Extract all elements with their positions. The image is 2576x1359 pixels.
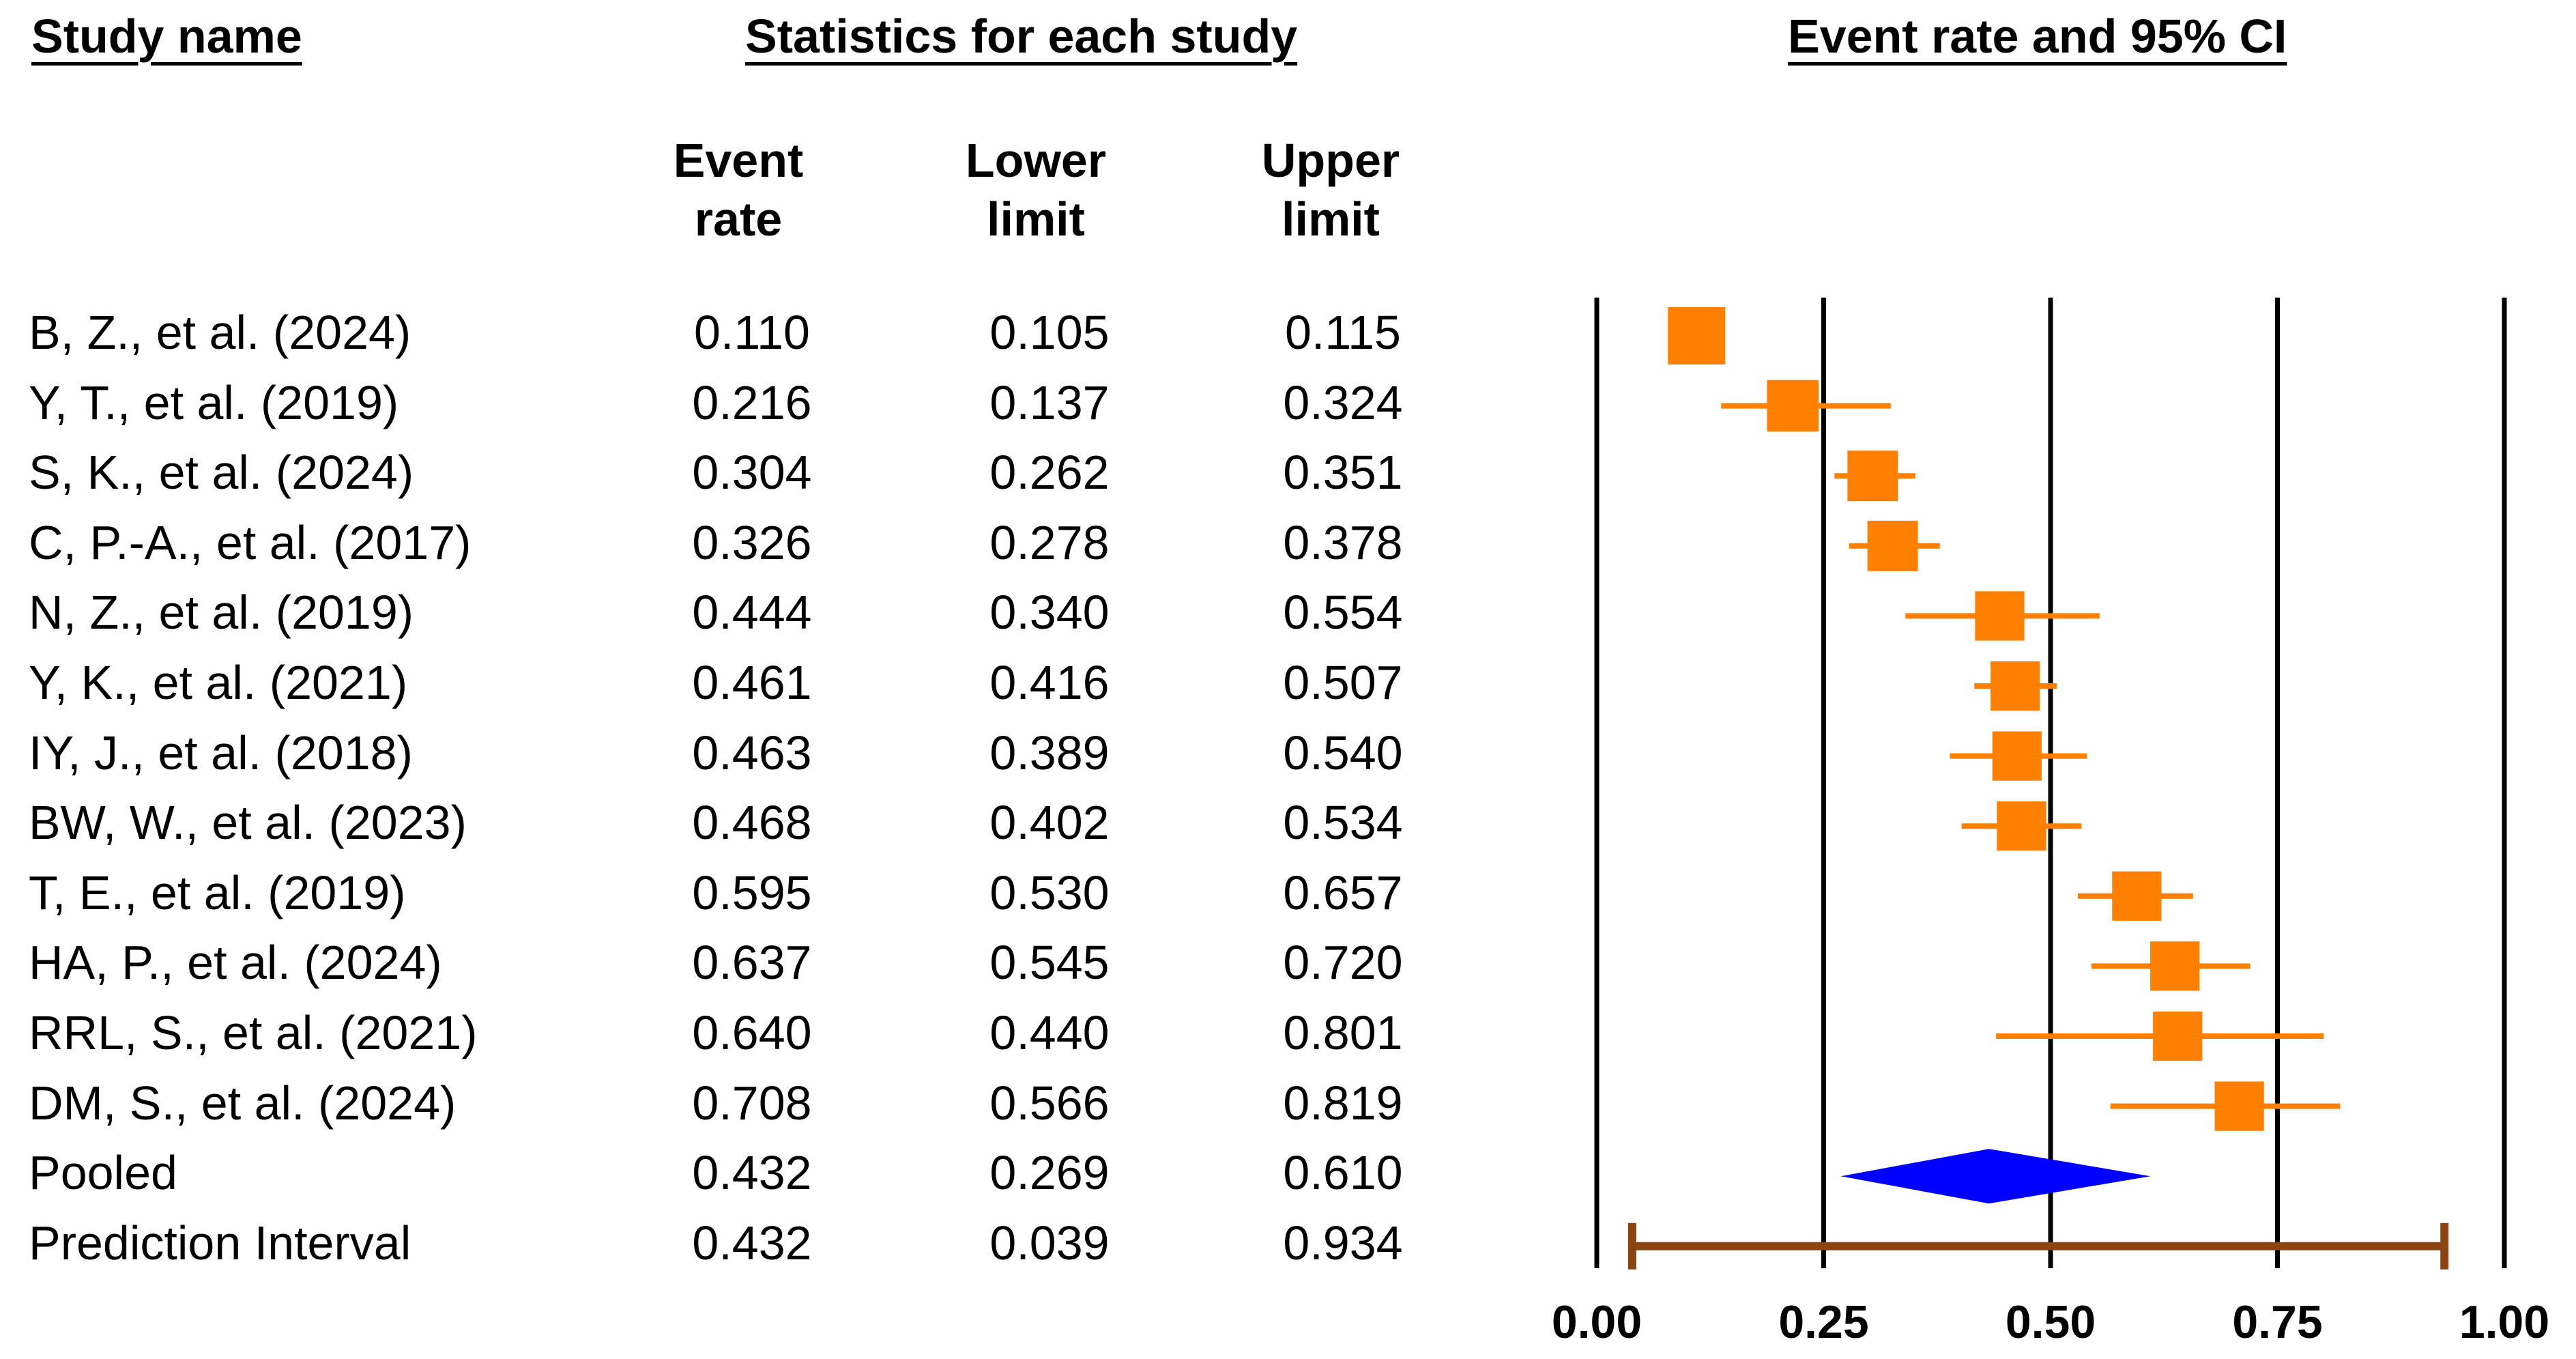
study-point-marker [1668,307,1726,364]
event-rate-cell: 0.432 [692,1146,812,1199]
study-name-cell: S, K., et al. (2024) [29,446,414,499]
lower-limit-cell: 0.340 [989,586,1110,639]
pooled-diamond [1840,1149,2151,1204]
lower-limit-cell: 0.262 [989,446,1110,499]
study-point-marker [1992,731,2042,781]
study-name-cell: Pooled [29,1146,177,1199]
study-point-marker [2112,871,2162,921]
event-rate-cell: 0.595 [692,866,812,919]
lower-limit-cell: 0.530 [989,866,1110,919]
upper-limit-cell: 0.540 [1283,726,1403,779]
event-rate-cell: 0.640 [692,1006,812,1059]
lower-limit-header-line1: Lower [965,134,1107,187]
upper-limit-cell: 0.934 [1283,1216,1403,1270]
upper-limit-header-line1: Upper [1261,134,1400,187]
study-point-marker [1975,591,2025,641]
upper-limit-cell: 0.801 [1283,1006,1403,1059]
upper-limit-cell: 0.534 [1283,796,1403,849]
study-name-cell: BW, W., et al. (2023) [29,796,467,849]
event-rate-cell: 0.468 [692,796,812,849]
study-name-cell: C, P.-A., et al. (2017) [29,516,472,569]
study-name-cell: RRL, S., et al. (2021) [29,1006,478,1059]
plot-title: Event rate and 95% CI [1788,10,2287,63]
study-name-cell: B, Z., et al. (2024) [29,306,411,359]
lower-limit-cell: 0.137 [989,376,1110,429]
study-name-cell: Y, K., et al. (2021) [29,656,408,709]
x-tick-label: 1.00 [2459,1296,2549,1348]
upper-limit-header-line2: limit [1282,192,1380,246]
event-rate-cell: 0.461 [692,656,812,709]
study-name-cell: Prediction Interval [29,1216,411,1270]
x-tick-label: 0.25 [1778,1296,1868,1348]
upper-limit-cell: 0.819 [1283,1076,1403,1130]
x-tick-label: 0.75 [2232,1296,2322,1348]
study-point-marker [1997,801,2046,851]
event-rate-cell: 0.637 [692,936,812,989]
upper-limit-cell: 0.507 [1283,656,1403,709]
event-rate-cell: 0.304 [692,446,812,499]
event-rate-cell: 0.444 [692,586,812,639]
study-name-cell: DM, S., et al. (2024) [29,1076,457,1130]
event-rate-header-line1: Event [673,134,804,187]
study-name-cell: N, Z., et al. (2019) [29,586,414,639]
statistics-header: Statistics for each study [745,10,1298,63]
lower-limit-cell: 0.566 [989,1076,1110,1130]
upper-limit-cell: 0.657 [1283,866,1403,919]
event-rate-cell: 0.326 [692,516,812,569]
lower-limit-cell: 0.278 [989,516,1110,569]
lower-limit-cell: 0.269 [989,1146,1110,1199]
lower-limit-cell: 0.389 [989,726,1110,779]
study-point-marker [2150,941,2200,991]
upper-limit-cell: 0.115 [1285,306,1401,359]
lower-limit-cell: 0.440 [989,1006,1110,1059]
upper-limit-cell: 0.351 [1283,446,1403,499]
lower-limit-cell: 0.039 [989,1216,1110,1270]
study-name-cell: Y, T., et al. (2019) [29,376,399,429]
lower-limit-column-header: Lower limit [934,131,1138,248]
lower-limit-cell: 0.402 [989,796,1110,849]
event-rate-column-header: Event rate [636,131,841,248]
study-name-cell: T, E., et al. (2019) [29,866,406,919]
study-point-marker [2214,1081,2264,1131]
event-rate-cell: 0.432 [692,1216,812,1270]
upper-limit-column-header: Upper limit [1228,131,1433,248]
event-rate-cell: 0.216 [692,376,812,429]
study-name-cell: HA, P., et al. (2024) [29,936,442,989]
upper-limit-cell: 0.378 [1283,516,1403,569]
lower-limit-cell: 0.416 [989,656,1110,709]
lower-limit-cell: 0.545 [989,936,1110,989]
x-tick-label: 0.50 [2006,1296,2096,1348]
event-rate-header-line2: rate [694,192,783,246]
study-point-marker [2153,1011,2203,1061]
upper-limit-cell: 0.324 [1283,376,1403,429]
upper-limit-cell: 0.610 [1283,1146,1403,1199]
upper-limit-cell: 0.720 [1283,936,1403,989]
event-rate-cell: 0.708 [692,1076,812,1130]
study-point-marker [1767,380,1819,432]
study-name-header: Study name [31,10,302,63]
lower-limit-header-line2: limit [987,192,1085,246]
event-rate-cell: 0.110 [694,306,810,359]
study-point-marker [1991,661,2040,711]
x-tick-label: 0.00 [1552,1296,1642,1348]
study-point-marker [1847,450,1898,502]
upper-limit-cell: 0.554 [1283,586,1403,639]
study-point-marker [1867,520,1918,571]
event-rate-cell: 0.463 [692,726,812,779]
lower-limit-cell: 0.105 [989,306,1110,359]
study-name-cell: IY, J., et al. (2018) [29,726,413,779]
